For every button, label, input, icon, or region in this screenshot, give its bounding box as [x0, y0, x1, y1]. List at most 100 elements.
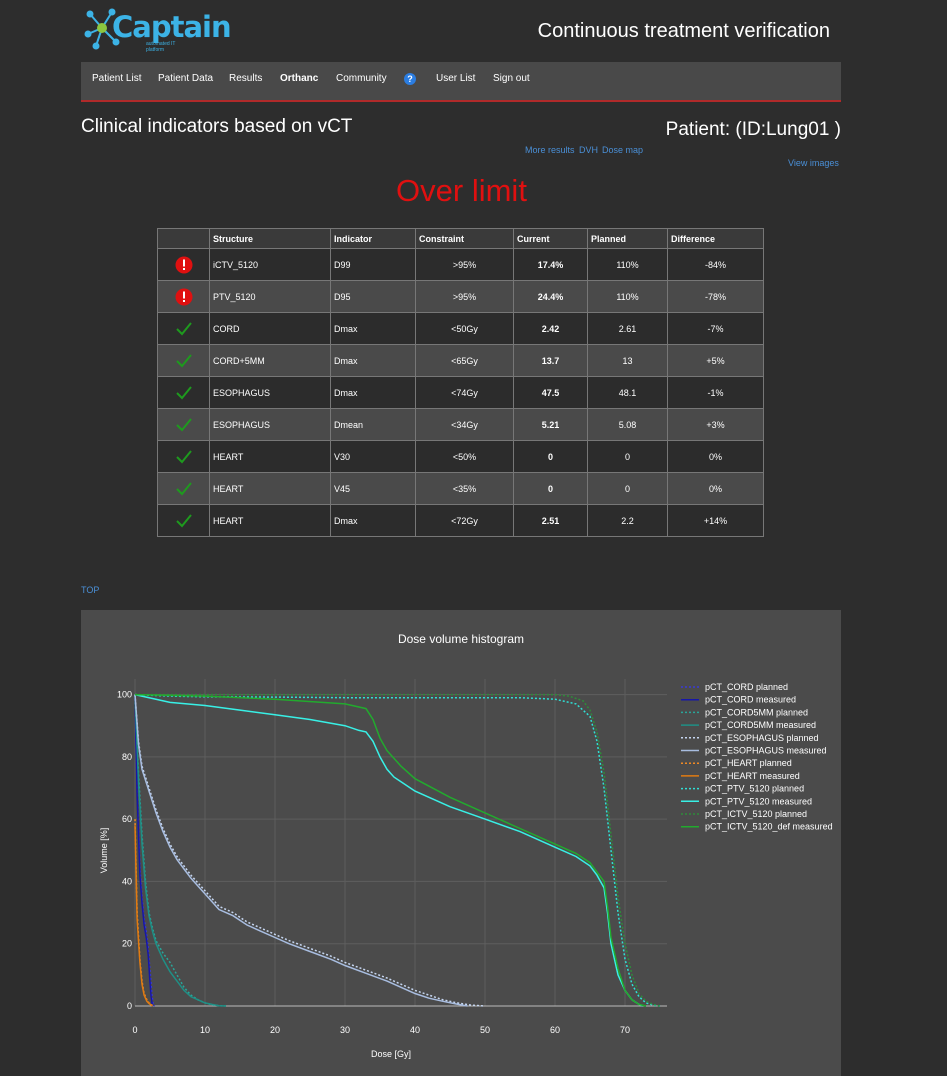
status-over-limit: Over limit: [396, 173, 527, 208]
col-indicator: Indicator: [330, 228, 416, 249]
series-line: [134, 825, 153, 1007]
status-cell: [157, 312, 210, 345]
legend-entry: pCT_CORD planned: [705, 682, 788, 692]
cell-difference: +14%: [667, 504, 764, 537]
cell-current: 2.42: [513, 312, 588, 345]
nav-patient-list[interactable]: Patient List: [92, 73, 142, 84]
patient-id: Patient: (ID:Lung01 ): [665, 119, 841, 140]
cell-indicator: D99: [330, 248, 416, 281]
indicators-table: Structure Indicator Constraint Current P…: [157, 228, 764, 537]
cell-difference: -84%: [667, 248, 764, 281]
cell-indicator: D95: [330, 280, 416, 313]
cell-constraint: <34Gy: [415, 408, 514, 441]
page-title: Clinical indicators based on vCT: [81, 116, 353, 137]
legend-entry: pCT_CORD measured: [705, 695, 796, 705]
legend-entry: pCT_ICTV_5120 planned: [705, 809, 807, 819]
nav-user-list[interactable]: User List: [436, 73, 476, 84]
x-tick-label: 30: [340, 1025, 350, 1035]
cell-constraint: >95%: [415, 248, 514, 281]
table-row: HEART V45 <35% 0 0 0%: [157, 472, 764, 505]
legend-entry: pCT_CORD5MM measured: [705, 720, 816, 730]
series-line: [134, 694, 468, 1007]
table-row: HEART V30 <50% 0 0 0%: [157, 440, 764, 473]
legend-entry: pCT_HEART planned: [705, 758, 792, 768]
cell-difference: -7%: [667, 312, 764, 345]
table-header-row: Structure Indicator Constraint Current P…: [157, 228, 764, 249]
cell-constraint: <74Gy: [415, 376, 514, 409]
nav-sign-out[interactable]: Sign out: [493, 73, 530, 84]
cell-difference: 0%: [667, 472, 764, 505]
y-tick-label: 80: [122, 752, 132, 762]
nav-patient-data[interactable]: Patient Data: [158, 73, 214, 84]
x-tick-label: 40: [410, 1025, 420, 1035]
y-tick-label: 40: [122, 876, 132, 886]
top-link[interactable]: TOP: [81, 585, 100, 595]
help-icon[interactable]: ?: [404, 73, 416, 85]
legend-entry: pCT_PTV_5120 measured: [705, 796, 812, 806]
logo-wordmark: Captain: [112, 10, 232, 44]
logo-tagline: automated IT platform: [146, 41, 176, 53]
cell-constraint: <35%: [415, 472, 514, 505]
status-cell: [157, 408, 210, 441]
col-constraint: Constraint: [415, 228, 514, 249]
series-line: [135, 693, 661, 1007]
check-icon: [175, 321, 192, 335]
series-line: [134, 694, 154, 1007]
cell-constraint: <72Gy: [415, 504, 514, 537]
status-cell: [157, 472, 210, 505]
cell-structure: HEART: [209, 472, 331, 505]
status-cell: [157, 440, 210, 473]
cell-indicator: Dmax: [330, 376, 416, 409]
legend-entry: pCT_PTV_5120 planned: [705, 784, 804, 794]
y-tick-label: 60: [122, 814, 132, 824]
cell-structure: CORD: [209, 312, 331, 345]
dvh-chart: Dose volume histogram 0 10 20 30 40 50 60 70 0 20 4…: [99, 632, 833, 1059]
legend-entry: pCT_ESOPHAGUS measured: [705, 746, 827, 756]
cell-planned: 110%: [587, 280, 668, 313]
cell-structure: CORD+5MM: [209, 344, 331, 377]
cell-difference: +3%: [667, 408, 764, 441]
x-axis-label: Dose [Gy]: [371, 1049, 411, 1059]
molecule-icon: [84, 8, 120, 50]
legend-entry: pCT_HEART measured: [705, 771, 800, 781]
x-tick-label: 70: [620, 1025, 630, 1035]
x-tick-label: 60: [550, 1025, 560, 1035]
cell-planned: 0: [587, 440, 668, 473]
more-results-link[interactable]: More results: [525, 145, 575, 155]
app-title: Continuous treatment verification: [537, 20, 830, 42]
cell-indicator: V45: [330, 472, 416, 505]
cell-difference: +5%: [667, 344, 764, 377]
col-structure: Structure: [209, 228, 331, 249]
x-tick-label: 0: [132, 1025, 137, 1035]
cell-difference: 0%: [667, 440, 764, 473]
series-line: [134, 693, 661, 1007]
x-tick-label: 20: [270, 1025, 280, 1035]
table-row: HEART Dmax <72Gy 2.51 2.2 +14%: [157, 504, 764, 537]
cell-constraint: <65Gy: [415, 344, 514, 377]
status-cell: [157, 248, 210, 281]
table-row: CORD Dmax <50Gy 2.42 2.61 -7%: [157, 312, 764, 345]
col-status: [157, 228, 210, 249]
cell-structure: ESOPHAGUS: [209, 376, 331, 409]
cell-indicator: Dmax: [330, 504, 416, 537]
legend-entry: pCT_CORD5MM planned: [705, 707, 808, 717]
y-tick-label: 100: [117, 690, 132, 700]
nav-bar: Patient List Patient Data Results Orthan…: [81, 62, 841, 102]
captain-logo[interactable]: Captain automated IT platform: [82, 4, 232, 54]
dvh-chart-panel: Dose volume histogram 0 10 20 30 40 50 60 70 0 20 4…: [81, 610, 841, 1076]
col-difference: Difference: [667, 228, 764, 249]
cell-planned: 13: [587, 344, 668, 377]
view-images-link[interactable]: View images: [788, 158, 839, 168]
cell-planned: 2.61: [587, 312, 668, 345]
cell-planned: 2.2: [587, 504, 668, 537]
cell-structure: HEART: [209, 440, 331, 473]
nav-community[interactable]: Community: [336, 73, 387, 84]
dose-map-link[interactable]: Dose map: [602, 145, 644, 155]
table-row: ESOPHAGUS Dmean <34Gy 5.21 5.08 +3%: [157, 408, 764, 441]
nav-orthanc[interactable]: Orthanc: [280, 73, 319, 84]
check-icon: [175, 449, 192, 463]
cell-difference: -1%: [667, 376, 764, 409]
dvh-link[interactable]: DVH: [579, 145, 599, 155]
cell-indicator: V30: [330, 440, 416, 473]
nav-results[interactable]: Results: [229, 73, 263, 84]
